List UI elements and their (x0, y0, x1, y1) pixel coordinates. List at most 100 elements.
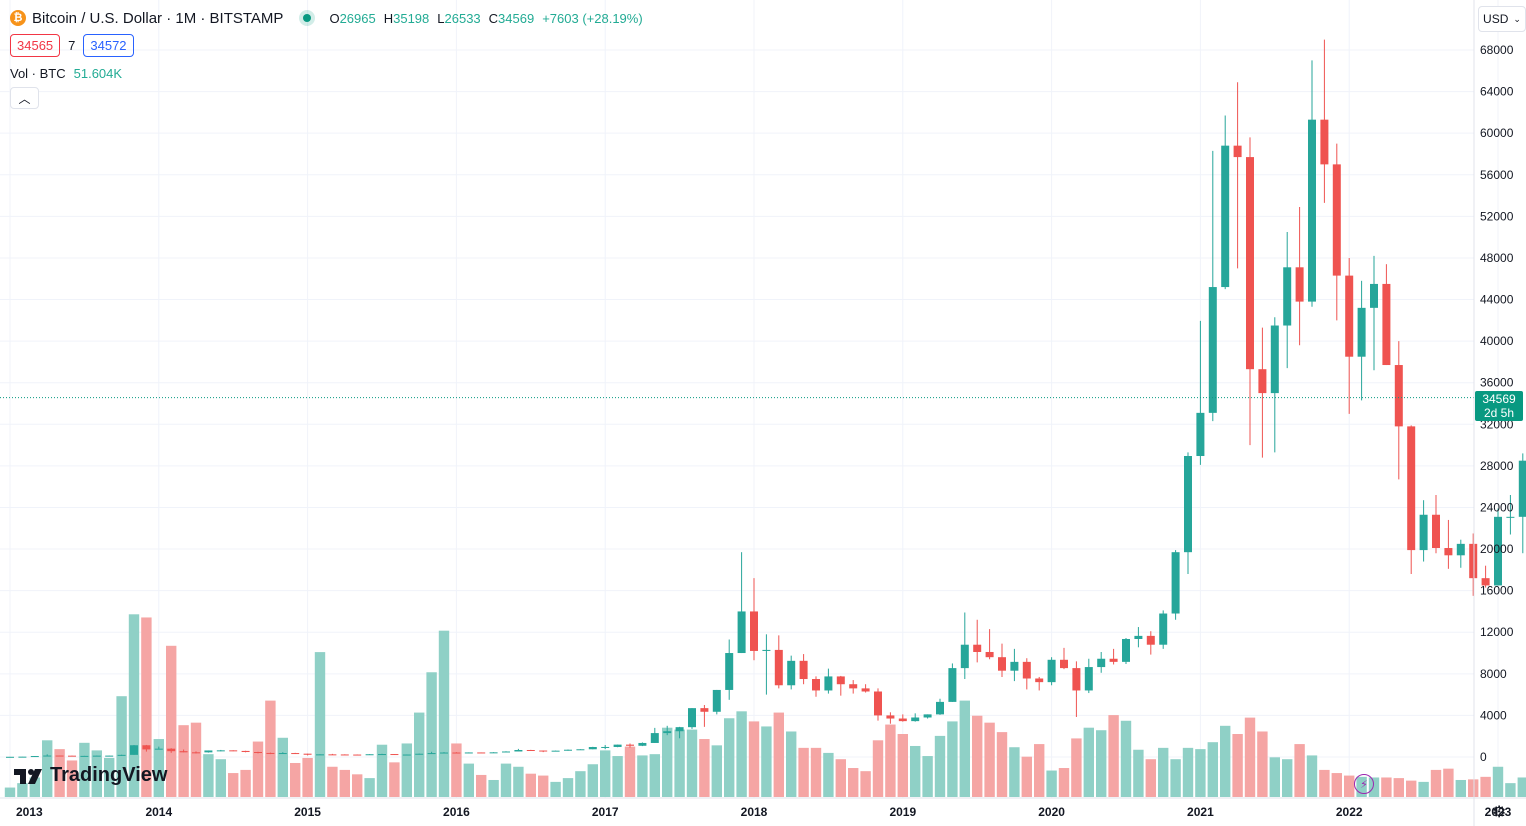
candle-body (1072, 668, 1081, 691)
candle (601, 745, 610, 750)
candle (613, 744, 622, 748)
price-tick-label: 64000 (1480, 85, 1514, 99)
candle (898, 714, 907, 722)
gear-icon[interactable]: ⚙ (1492, 804, 1507, 821)
volume-bar (1269, 757, 1280, 797)
chevron-up-icon: ︿ (18, 91, 31, 106)
price-tick-label: 8000 (1480, 667, 1507, 681)
volume-bar (1195, 749, 1206, 797)
volume-bar (1393, 778, 1404, 797)
candle (1233, 82, 1242, 269)
volume-bar (116, 696, 127, 797)
candle (1283, 231, 1292, 369)
candle-body (353, 754, 362, 756)
candle-body (316, 754, 324, 756)
candle (737, 552, 746, 654)
candle-body (1196, 412, 1205, 457)
candle (1357, 280, 1366, 401)
price-tick-label: 48000 (1480, 251, 1514, 265)
candle (167, 748, 176, 753)
time-tick-label: 2022 (1336, 805, 1363, 819)
price-tick-label: 16000 (1480, 584, 1514, 598)
low-value: 26533 (444, 10, 481, 26)
volume-bar (662, 727, 673, 797)
currency-selector[interactable]: USD ⌄ (1478, 6, 1526, 32)
candle-body (365, 754, 374, 756)
candle (43, 754, 52, 757)
candle (1097, 651, 1106, 673)
market-status-icon[interactable] (303, 14, 312, 22)
brand-name: TradingView (50, 764, 168, 786)
candle (1122, 637, 1130, 664)
volume-bar (1207, 742, 1218, 797)
time-tick-label: 2019 (889, 805, 916, 819)
price-tick-label: 24000 (1480, 500, 1514, 514)
tradingview-logo[interactable]: TradingView (14, 764, 167, 787)
candle (30, 756, 39, 758)
volume-bar (79, 742, 90, 797)
candle (216, 749, 225, 752)
volume-bar (947, 721, 958, 797)
candle-body (725, 653, 734, 690)
candle-body (948, 668, 957, 702)
candle (427, 751, 436, 755)
candle-body (1122, 638, 1130, 662)
candle (638, 742, 647, 747)
candle (1345, 257, 1354, 414)
volume-bar (1468, 779, 1479, 797)
buy-button[interactable]: 34572 (83, 34, 134, 57)
lightning-icon[interactable]: ⚡ (1354, 774, 1374, 794)
candle-body (18, 756, 27, 758)
candle-body (849, 684, 858, 689)
volume-bar (649, 754, 660, 797)
candle-body (998, 657, 1006, 671)
volume-bar (153, 739, 164, 797)
collapse-legend-button[interactable]: ︿ (10, 87, 39, 109)
candle-body (1035, 678, 1044, 683)
candle-body (960, 644, 969, 669)
candle-body (254, 752, 262, 754)
candle (477, 752, 486, 754)
volume-bar (538, 775, 549, 797)
volume-bar (1009, 747, 1020, 797)
volume-bar (29, 777, 40, 797)
candle-body (303, 753, 312, 755)
candle (564, 749, 572, 751)
volume-legend[interactable]: Vol · BTC 51.604K (10, 66, 122, 81)
candle-body (1432, 514, 1440, 549)
trade-buttons: 34565 7 34572 (10, 34, 134, 57)
volume-bar (17, 783, 28, 797)
candle (663, 725, 672, 736)
volume-bar (451, 743, 462, 797)
candle-body (30, 756, 39, 758)
candle (551, 750, 560, 752)
candle-body (799, 660, 808, 680)
volume-bar (4, 787, 16, 797)
price-tick-label: 56000 (1480, 168, 1514, 182)
volume-label: Vol · BTC (10, 66, 66, 81)
volume-bar (711, 745, 722, 797)
time-tick-label: 2020 (1038, 805, 1065, 819)
candle (1419, 500, 1428, 562)
volume-bar (984, 722, 995, 797)
ohlc-values: O26965 H35198 L26533 C34569 +7603 (+28.1… (329, 11, 642, 26)
volume-bar (922, 756, 933, 797)
sell-button[interactable]: 34565 (10, 34, 61, 57)
open-label: O (329, 10, 340, 26)
candle (948, 663, 957, 702)
candle-body (415, 753, 424, 755)
candle-body (340, 754, 349, 756)
price-tick-label: 28000 (1480, 459, 1514, 473)
candle (762, 634, 771, 695)
candle-body (1010, 661, 1019, 671)
candle (688, 708, 696, 729)
candle (985, 629, 994, 660)
candle-body (750, 611, 758, 651)
candle-body (216, 750, 225, 752)
candle-body (675, 727, 684, 732)
volume-bar (798, 747, 809, 797)
candle-body (1146, 635, 1155, 645)
symbol-title[interactable]: Bitcoin / U.S. Dollar · 1M · BITSTAMP (32, 9, 284, 27)
volume-bar (1220, 725, 1231, 797)
